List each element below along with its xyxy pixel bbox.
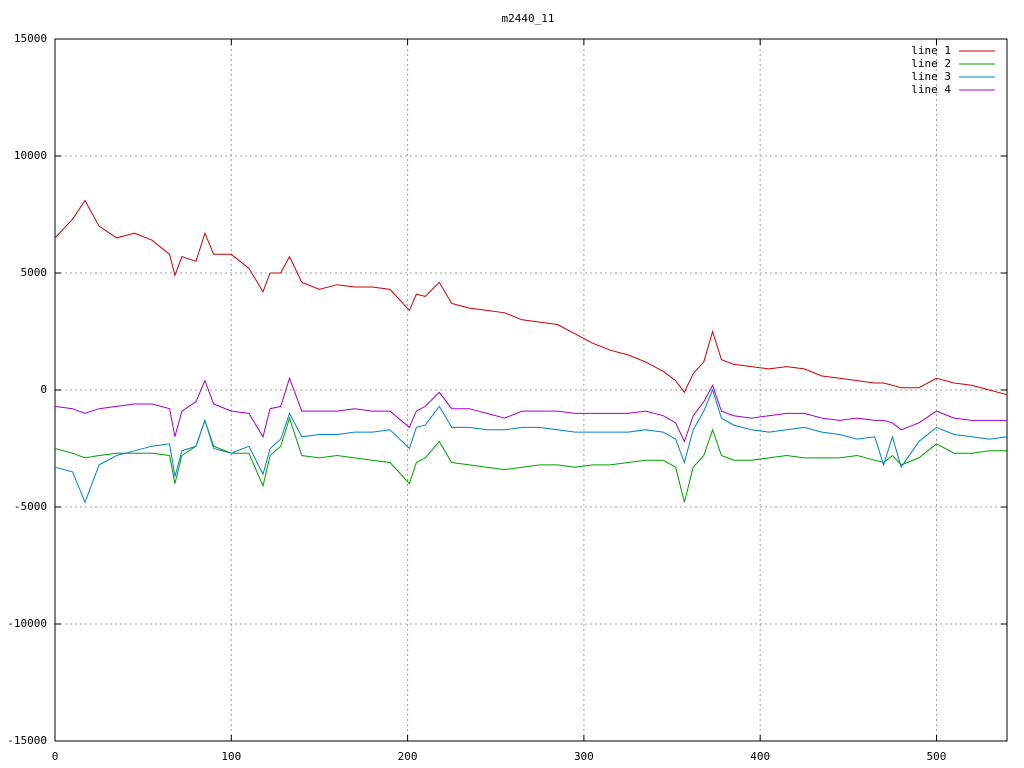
legend-label: line 4 — [911, 83, 951, 96]
x-tick-label: 0 — [52, 750, 59, 763]
x-tick-label: 500 — [927, 750, 947, 763]
x-tick-label: 200 — [398, 750, 418, 763]
series-line — [54, 199, 1008, 396]
y-tick-label: -5000 — [14, 500, 47, 513]
y-tick-label: 5000 — [21, 266, 48, 279]
y-tick-label: 0 — [40, 383, 47, 396]
legend-label: line 3 — [911, 70, 951, 83]
x-tick-label: 400 — [750, 750, 770, 763]
x-tick-label: 100 — [221, 750, 241, 763]
series-line — [54, 388, 1008, 504]
legend-label: line 2 — [911, 57, 951, 70]
y-tick-label: 10000 — [14, 149, 47, 162]
y-tick-label: -10000 — [7, 617, 47, 630]
x-tick-label: 300 — [574, 750, 594, 763]
series-line — [54, 416, 1007, 503]
legend-label: line 1 — [911, 44, 951, 57]
series-line — [54, 376, 1007, 443]
chart-title: m2440_11 — [502, 12, 555, 25]
y-tick-label: -15000 — [7, 734, 47, 747]
y-tick-label: 15000 — [14, 32, 47, 45]
